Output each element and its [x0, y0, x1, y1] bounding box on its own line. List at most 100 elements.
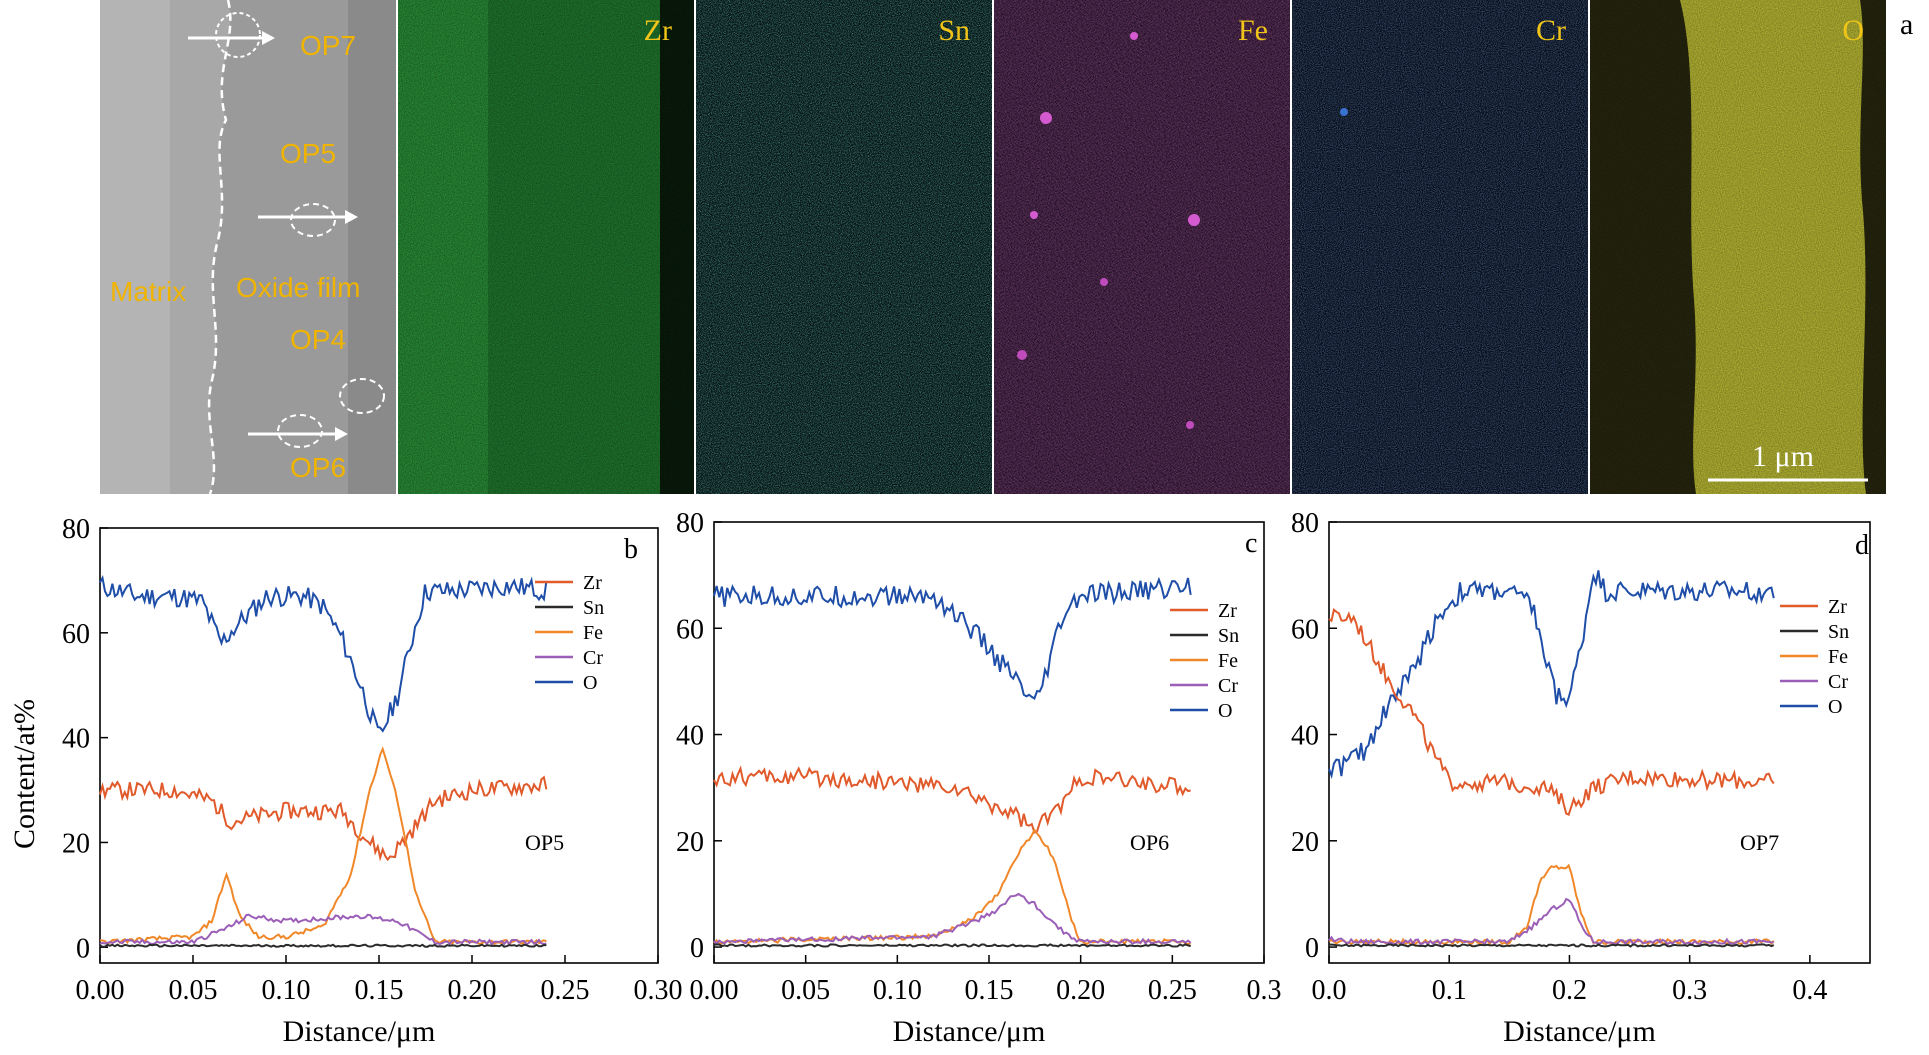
- x-tick-label: 0.25: [541, 975, 590, 1006]
- y-tick-label: 20: [62, 828, 90, 859]
- x-tick-label: 0.20: [448, 975, 497, 1006]
- series-cr: [1328, 897, 1774, 946]
- series-zr: [99, 775, 548, 862]
- map-o-image: [1590, 0, 1886, 494]
- x-tick-label: 0.4: [1792, 975, 1827, 1006]
- y-tick-label: 40: [1291, 721, 1319, 752]
- x-axis-label: Distance/μm: [1503, 1015, 1656, 1048]
- sem-image: [100, 0, 396, 494]
- annotation-op5: OP5: [525, 830, 564, 855]
- legend-label-cr: Cr: [1218, 675, 1238, 697]
- x-tick-label: 0.2: [1552, 975, 1587, 1006]
- legend-label-cr: Cr: [1828, 671, 1848, 693]
- map-sn: Sn: [696, 0, 992, 494]
- map-fe: Fe: [994, 0, 1290, 494]
- label-op4: OP4: [290, 324, 347, 355]
- panel-letter-b: b: [624, 534, 638, 565]
- legend-label-zr: Zr: [583, 572, 602, 594]
- y-tick-label: 60: [676, 614, 704, 645]
- panel-letter-d: d: [1855, 530, 1869, 561]
- map-zr-image: [398, 0, 694, 494]
- x-tick-label: 0.00: [690, 975, 739, 1006]
- map-cr: Cr: [1292, 0, 1588, 494]
- legend-label-fe: Fe: [1218, 650, 1238, 672]
- panel-letter-c: c: [1245, 528, 1257, 559]
- series-sn: [713, 943, 1191, 948]
- x-tick-label: 0.15: [965, 975, 1014, 1006]
- legend-label-fe: Fe: [1828, 646, 1848, 668]
- y-tick-label: 20: [1291, 827, 1319, 858]
- plot-frame: [713, 521, 1265, 964]
- series-zr: [1328, 608, 1775, 816]
- chart-d: 0 20 40 60 80 0.0 0.1 0.2 0.3 0.4 Distance/μm Zr Sn F…: [1291, 508, 1871, 1048]
- legend-label-sn: Sn: [1218, 625, 1239, 647]
- x-tick-label: 0.0: [1312, 975, 1347, 1006]
- y-tick-label: 20: [676, 827, 704, 858]
- legend-label-o: O: [583, 672, 597, 694]
- x-tick-label: 0.3: [1247, 975, 1282, 1006]
- x-tick-label: 0.05: [781, 975, 830, 1006]
- x-tick-label: 0.05: [169, 975, 218, 1006]
- y-tick-label: 0: [76, 933, 90, 964]
- y-tick-label: 40: [62, 724, 90, 755]
- x-tick-label: 0.1: [1432, 975, 1467, 1006]
- scalebar-label: 1 μm: [1752, 440, 1814, 473]
- legend-label-fe: Fe: [583, 622, 603, 644]
- map-o-label: O: [1842, 14, 1864, 47]
- y-tick-label: 60: [62, 619, 90, 650]
- annotation-op6: OP6: [1130, 830, 1169, 855]
- series-fe: [99, 746, 547, 946]
- legend-label-cr: Cr: [583, 647, 603, 669]
- y-tick-label: 0: [1305, 933, 1319, 964]
- label-op5: OP5: [280, 138, 337, 169]
- series-cr: [713, 892, 1192, 946]
- map-o: O 1 μm: [1590, 0, 1886, 494]
- y-tick-label: 0: [690, 933, 704, 964]
- series-fe: [1328, 863, 1775, 947]
- map-cr-image: [1292, 0, 1588, 494]
- x-tick-label: 0.15: [355, 975, 404, 1006]
- label-op6: OP6: [290, 452, 347, 483]
- chart-b: 0 20 40 60 80 0.00 0.05 0.10 0.15 0.20 0.25 0.30 Dis…: [62, 514, 683, 1048]
- map-sn-image: [696, 0, 992, 494]
- series-o: [1328, 570, 1775, 780]
- y-tick-label: 80: [676, 508, 704, 539]
- series-sn: [1328, 943, 1775, 948]
- series-fe: [713, 828, 1191, 946]
- x-tick-label: 0.3: [1672, 975, 1707, 1006]
- series-o: [99, 574, 548, 733]
- label-matrix: Matrix: [110, 276, 187, 307]
- legend-label-o: O: [1218, 700, 1232, 722]
- series-cr: [99, 913, 547, 946]
- map-zr: Zr: [398, 0, 694, 494]
- legend-label-o: O: [1828, 696, 1842, 718]
- label-oxide-film: Oxide film: [236, 272, 361, 303]
- legend-label-sn: Sn: [583, 597, 604, 619]
- plot-frame: [1328, 521, 1871, 964]
- y-axis-label: Content/at%: [8, 699, 41, 849]
- map-fe-image: [994, 0, 1290, 494]
- panel-letter-a: a: [1900, 8, 1914, 41]
- map-fe-label: Fe: [1238, 14, 1268, 47]
- x-tick-label: 0.20: [1056, 975, 1105, 1006]
- annotation-op7: OP7: [1740, 830, 1779, 855]
- legend-label-zr: Zr: [1828, 596, 1847, 618]
- series-zr: [713, 765, 1191, 834]
- y-tick-label: 80: [1291, 508, 1319, 539]
- x-tick-label: 0.10: [873, 975, 922, 1006]
- legend-label-sn: Sn: [1828, 621, 1849, 643]
- x-tick-label: 0.10: [262, 975, 311, 1006]
- legend-label-zr: Zr: [1218, 600, 1237, 622]
- series-o: [713, 576, 1192, 700]
- map-sn-label: Sn: [938, 14, 970, 47]
- y-tick-label: 80: [62, 514, 90, 545]
- y-tick-label: 40: [676, 721, 704, 752]
- map-cr-label: Cr: [1536, 14, 1566, 47]
- x-tick-label: 0.00: [76, 975, 125, 1006]
- x-tick-label: 0.25: [1148, 975, 1197, 1006]
- x-axis-label: Distance/μm: [893, 1015, 1046, 1048]
- sem-image-panel: OP7 OP5 Matrix Oxide film OP4 OP6: [100, 0, 396, 494]
- y-tick-label: 60: [1291, 614, 1319, 645]
- series-sn: [99, 943, 547, 948]
